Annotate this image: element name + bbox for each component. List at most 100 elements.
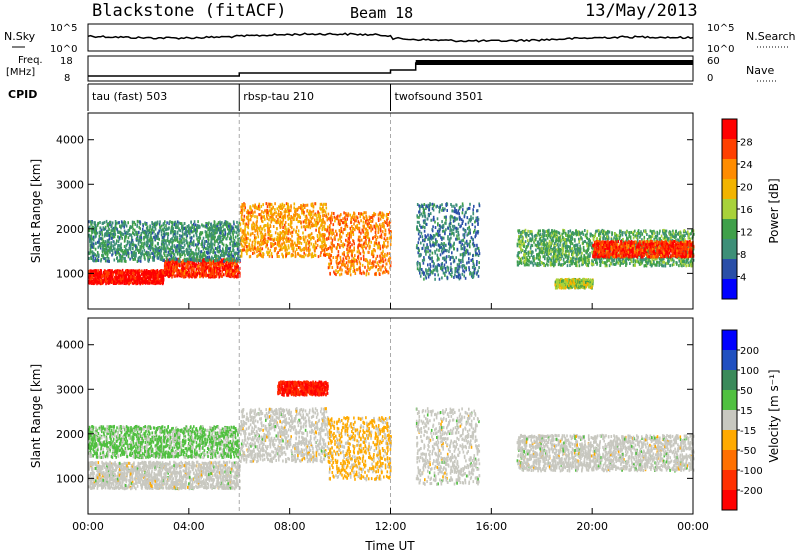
- echo-cell: [138, 270, 140, 274]
- echo-cell: [229, 263, 231, 267]
- echo-cell: [298, 241, 300, 244]
- echo-cell: [276, 255, 279, 258]
- echo-cell: [345, 255, 348, 259]
- echo-cell: [223, 235, 225, 239]
- echo-cell: [294, 213, 297, 217]
- echo-cell: [107, 274, 109, 278]
- echo-cell: [382, 260, 385, 264]
- echo-cell: [209, 259, 211, 263]
- echo-cell: [347, 271, 350, 275]
- echo-cell: [336, 257, 339, 261]
- echo-cell: [469, 245, 471, 249]
- echo-cell: [160, 272, 163, 276]
- echo-cell: [363, 251, 365, 255]
- echo-cell: [171, 241, 174, 245]
- echo-cell: [328, 252, 331, 256]
- echo-cell: [266, 243, 268, 247]
- echo-cell: [117, 259, 119, 263]
- echo-cell: [119, 281, 121, 285]
- echo-cell: [170, 269, 173, 273]
- echo-cell: [307, 221, 310, 225]
- echo-cell: [176, 226, 178, 230]
- echo-cell: [226, 257, 229, 261]
- echo-cell: [469, 252, 471, 256]
- echo-cell: [221, 266, 223, 270]
- echo-cell: [109, 246, 112, 250]
- echo-cell: [181, 234, 184, 238]
- echo-cell: [343, 228, 345, 231]
- echo-cell: [190, 264, 193, 267]
- echo-cell: [374, 212, 377, 216]
- echo-cell: [448, 247, 451, 251]
- echo-cell: [478, 261, 480, 265]
- echo-cell: [472, 212, 475, 216]
- echo-cell: [378, 241, 380, 245]
- echo-cell: [206, 274, 208, 277]
- echo-cell: [215, 259, 218, 262]
- echo-cell: [383, 237, 386, 241]
- echo-cell: [351, 260, 353, 263]
- echo-cell: [122, 251, 124, 254]
- echo-cell: [130, 279, 133, 283]
- echo-cell: [97, 259, 100, 262]
- echo-cell: [213, 269, 216, 273]
- echo-cell: [292, 249, 294, 253]
- echo-cell: [362, 220, 365, 224]
- echo-cell: [139, 249, 141, 253]
- echo-cell: [121, 231, 123, 235]
- echo-cell: [174, 246, 177, 250]
- echo-cell: [300, 204, 302, 208]
- echo-cell: [363, 236, 365, 239]
- echo-cell: [360, 257, 362, 261]
- echo-cell: [367, 272, 370, 276]
- echo-cell: [213, 243, 216, 247]
- echo-cell: [256, 216, 259, 220]
- echo-cell: [228, 224, 230, 228]
- echo-cell: [228, 247, 230, 251]
- echo-cell: [278, 255, 280, 258]
- echo-cell: [98, 280, 100, 284]
- echo-cell: [123, 229, 126, 233]
- echo-cell: [288, 228, 291, 232]
- echo-cell: [208, 248, 210, 252]
- echo-cell: [351, 249, 353, 253]
- echo-cell: [201, 273, 204, 277]
- echo-cell: [157, 236, 159, 240]
- echo-cell: [113, 270, 116, 274]
- echo-cell: [88, 235, 91, 239]
- echo-cell: [142, 273, 145, 277]
- echo-cell: [162, 236, 164, 239]
- echo-cell: [295, 248, 298, 251]
- echo-cell: [124, 279, 127, 283]
- echo-cell: [215, 255, 217, 259]
- echo-cell: [282, 246, 284, 250]
- echo-cell: [387, 240, 389, 244]
- echo-cell: [139, 220, 141, 224]
- echo-cell: [385, 245, 388, 249]
- echo-cell: [132, 258, 135, 261]
- echo-cell: [179, 269, 182, 273]
- echo-cell: [384, 244, 386, 248]
- echo-cell: [106, 277, 109, 281]
- echo-cell: [99, 282, 102, 286]
- echo-cell: [291, 226, 293, 230]
- echo-cell: [247, 232, 250, 236]
- echo-cell: [168, 252, 171, 256]
- echo-cell: [96, 282, 98, 286]
- echo-cell: [120, 220, 123, 224]
- echo-cell: [163, 273, 165, 277]
- echo-cell: [247, 226, 250, 230]
- echo-cell: [118, 221, 120, 224]
- echo-cell: [229, 253, 232, 257]
- echo-cell: [144, 252, 147, 256]
- echo-cell: [102, 244, 104, 248]
- echo-cell: [254, 224, 256, 228]
- echo-cell: [157, 271, 160, 275]
- echo-cell: [132, 277, 134, 281]
- echo-cell: [349, 260, 352, 263]
- echo-cell: [260, 239, 262, 243]
- echo-cell: [389, 243, 392, 247]
- echo-cell: [184, 275, 186, 279]
- echo-cell: [166, 270, 168, 274]
